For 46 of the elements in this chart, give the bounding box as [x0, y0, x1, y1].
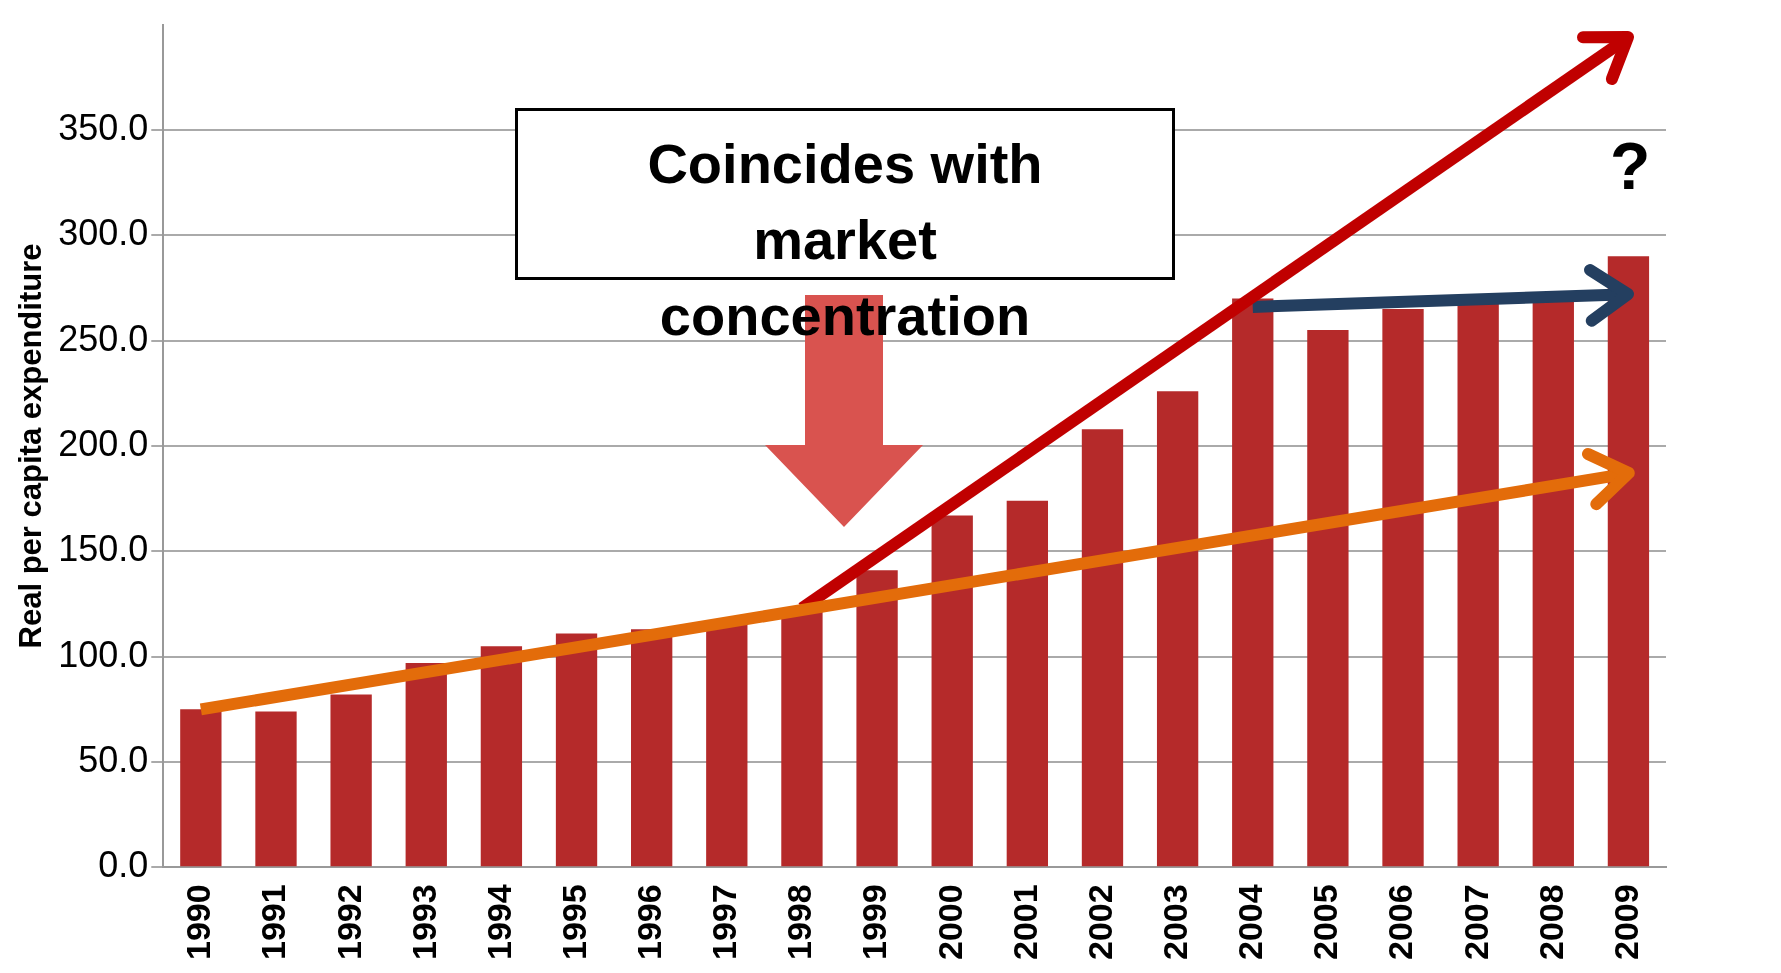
x-tick-label: 1999	[855, 884, 894, 960]
x-tick-label: 1997	[705, 884, 744, 960]
bar	[1232, 298, 1274, 867]
y-tick-label: 200.0	[58, 422, 149, 464]
x-tick-label: 1990	[179, 884, 218, 960]
bar	[1081, 429, 1124, 867]
annotation: ?	[1610, 128, 1651, 204]
bar	[931, 515, 973, 867]
x-tick-label: 2004	[1231, 884, 1270, 960]
y-tick-label: 300.0	[58, 212, 149, 254]
x-tick-label: 2009	[1606, 884, 1645, 960]
x-tick-label: 1998	[780, 884, 819, 960]
x-tick-label: 1991	[254, 884, 293, 960]
y-tick-label: 150.0	[58, 528, 149, 570]
bar	[856, 570, 898, 867]
bar	[1307, 330, 1349, 867]
x-tick-label: 2005	[1306, 884, 1345, 960]
x-tick-label: 1993	[404, 884, 443, 960]
x-tick-label: 2000	[930, 884, 969, 960]
bar	[555, 633, 598, 867]
x-tick-label: 2003	[1155, 884, 1194, 960]
y-tick-label: 350.0	[58, 106, 149, 148]
y-tick-label: 50.0	[78, 738, 149, 780]
bar	[1457, 302, 1499, 867]
y-tick-label: 0.0	[98, 844, 149, 886]
y-tick-label: 250.0	[58, 317, 149, 359]
y-tick-label: 100.0	[58, 633, 149, 675]
x-tick-label: 2001	[1005, 884, 1044, 960]
bar	[330, 694, 372, 867]
bar	[255, 711, 297, 867]
bar	[631, 629, 673, 867]
bar	[180, 709, 222, 867]
x-tick-label: 2008	[1531, 884, 1570, 960]
bar	[405, 662, 447, 867]
x-tick-label: 1992	[329, 884, 368, 960]
bar	[480, 646, 523, 867]
bar	[1156, 391, 1199, 867]
x-tick-label: 2006	[1381, 884, 1420, 960]
x-tick-label: 1994	[479, 884, 518, 960]
bar	[1006, 500, 1049, 867]
x-tick-label: 1995	[554, 884, 593, 960]
x-tick-label: 2002	[1080, 884, 1119, 960]
y-axis-title: Real per capita expenditure	[13, 243, 49, 649]
bar	[1382, 309, 1424, 867]
x-tick-label: 1996	[630, 884, 669, 960]
x-tick-label: 2007	[1456, 884, 1495, 960]
